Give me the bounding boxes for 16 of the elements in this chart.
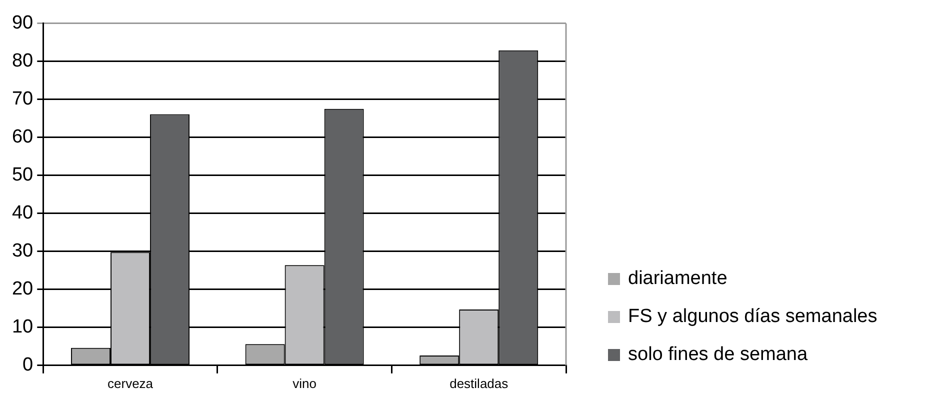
y-tick-label: 70 [12,88,34,110]
y-tick-label: 40 [12,202,34,224]
legend-label: FS y algunos días semanales [628,306,878,328]
legend-label: solo fines de semana [628,344,808,366]
x-tick-label: cerveza [108,376,154,391]
y-tick-label: 60 [12,126,34,148]
x-tick-label: destiladas [450,376,509,391]
y-tick-label: 50 [12,164,34,186]
y-tick-label: 90 [12,12,34,34]
y-tick-label: 10 [12,316,34,338]
legend-label: diariamente [628,268,728,290]
y-tick-label: 0 [22,354,34,376]
y-tick-label: 80 [12,50,34,72]
y-tick-label: 20 [12,278,34,300]
y-tick-label: 30 [12,240,34,262]
x-tick-label: vino [292,376,316,391]
